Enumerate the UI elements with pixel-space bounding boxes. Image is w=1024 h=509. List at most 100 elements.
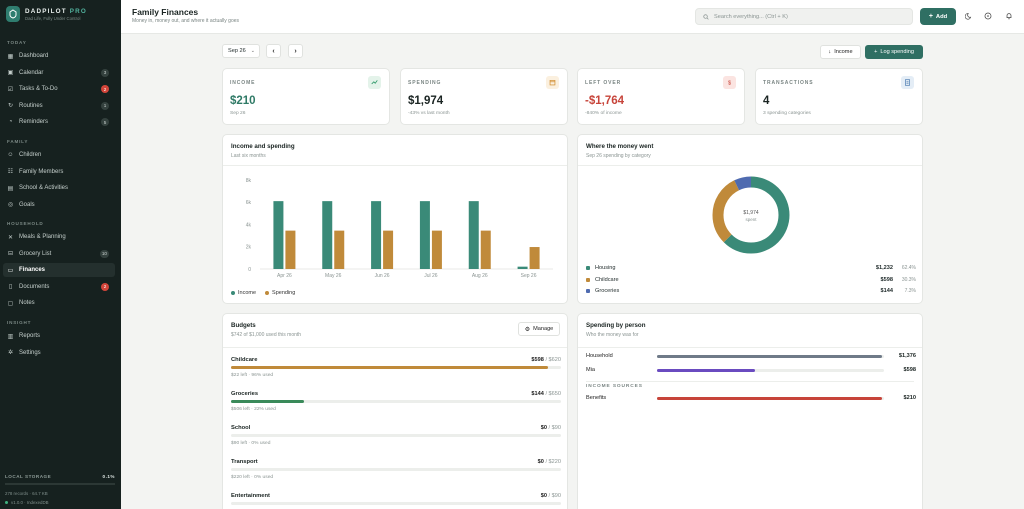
- budget-meta: $220 left · 0% used: [231, 475, 274, 480]
- budget-progress-fill: [231, 366, 548, 369]
- sidebar-item-children[interactable]: ☺ Children: [3, 148, 115, 162]
- x-tick-label: Sep 26: [521, 273, 537, 279]
- notes-icon: ▢: [7, 300, 14, 307]
- sidebar-item-tasks-to-do[interactable]: ☑ Tasks & To-Do 2: [3, 82, 115, 96]
- divider: [223, 165, 567, 166]
- sidebar-item-goals[interactable]: ◎ Goals: [3, 198, 115, 212]
- person-row-benefits[interactable]: Benefits $210: [586, 394, 916, 404]
- bar-spending-apr-26[interactable]: [285, 230, 296, 269]
- sidebar-item-reports[interactable]: ▥ Reports: [3, 329, 115, 343]
- add-button[interactable]: + Add: [920, 8, 956, 25]
- sidebar-item-notes[interactable]: ▢ Notes: [3, 296, 115, 310]
- budget-limit: / $90: [548, 493, 561, 499]
- y-tick-label: 2k: [246, 245, 252, 251]
- stat-subtext: 3 spending categories: [763, 111, 811, 116]
- budgets-card: Budgets $742 of $1,000 used this month ⚙…: [222, 313, 568, 509]
- help-icon[interactable]: [983, 11, 993, 21]
- brand[interactable]: DADPILOT PRO Dad Life, Fully Under Contr…: [6, 6, 87, 22]
- stat-subtext: -43% vs last month: [408, 111, 450, 116]
- sidebar-item-finances[interactable]: ▭ Finances: [3, 263, 115, 277]
- bar-spending-may-26[interactable]: [334, 230, 345, 269]
- manage-budgets-button[interactable]: ⚙ Manage: [518, 322, 560, 336]
- sidebar-item-school-activities[interactable]: ▤ School & Activities: [3, 181, 115, 195]
- storage-panel: LOCAL STORAGE 0.1% 278 records · 64.7 KB: [5, 474, 115, 496]
- stat-card-income: INCOME $210 Sep 26: [222, 68, 390, 125]
- next-month-button[interactable]: ›: [288, 44, 303, 58]
- bar-income-may-26[interactable]: [322, 201, 333, 269]
- search-box[interactable]: [695, 8, 913, 25]
- search-icon: [703, 13, 709, 20]
- sidebar-item-meals-planning[interactable]: ✕ Meals & Planning: [3, 230, 115, 244]
- legend-item-spending: Spending: [265, 290, 295, 296]
- person-row-mia[interactable]: Mia $598: [586, 366, 916, 376]
- budgets-title: Budgets: [231, 322, 256, 329]
- sidebar-item-settings[interactable]: ✲ Settings: [3, 346, 115, 360]
- stat-subtext: -840% of income: [585, 111, 622, 116]
- legend-swatch: [586, 266, 590, 270]
- donut-row-childcare: Childcare $598 30.3%: [586, 275, 916, 285]
- person-bar-track: [657, 397, 884, 400]
- person-row-household[interactable]: Household $1,376: [586, 352, 916, 362]
- legend-swatch: [265, 291, 270, 295]
- budget-name: Entertainment: [231, 493, 270, 499]
- budget-meta: $90 left · 0% used: [231, 441, 271, 446]
- bar-spending-jun-26[interactable]: [383, 230, 394, 269]
- nav-section-label: FAMILY: [7, 139, 29, 144]
- legend-label: Income: [238, 290, 257, 296]
- log-spending-button[interactable]: + Log spending: [865, 45, 923, 59]
- budget-row-school[interactable]: School $0 / $90 $90 left · 0% used: [231, 425, 561, 455]
- search-input[interactable]: [714, 13, 904, 20]
- add-button-label: Add: [935, 13, 948, 20]
- month-select[interactable]: Sep 26 ⌄: [222, 44, 260, 58]
- log-spending-label: Log spending: [880, 49, 914, 55]
- budget-row-transport[interactable]: Transport $0 / $220 $220 left · 0% used: [231, 459, 561, 489]
- budget-meta: $506 left · 22% used: [231, 407, 276, 412]
- person-amount: $598: [903, 367, 916, 373]
- y-tick-label: 6k: [246, 200, 252, 206]
- previous-month-button[interactable]: ‹: [266, 44, 281, 58]
- bar-income-aug-26[interactable]: [468, 201, 479, 269]
- sidebar-item-grocery-list[interactable]: ⊟ Grocery List 10: [3, 247, 115, 261]
- sidebar-item-dashboard[interactable]: ▦ Dashboard: [3, 49, 115, 63]
- bar-income-jun-26[interactable]: [371, 201, 382, 269]
- income-spending-bar-chart: 0 2k 4k 6k 8k Apr 26 May 26 Jun 26 Jul 26 Aug 26 S…: [246, 178, 553, 279]
- bar-income-sep-26[interactable]: [517, 266, 528, 269]
- bar-spending-jul-26[interactable]: [431, 230, 442, 269]
- bar-income-apr-26[interactable]: [273, 201, 284, 269]
- donut-subtitle: Sep 26 spending by category: [586, 153, 651, 159]
- bar-income-jul-26[interactable]: [419, 201, 430, 269]
- budget-name: Groceries: [231, 391, 259, 397]
- sidebar-item-label: Family Members: [19, 168, 64, 175]
- budget-row-entertainment[interactable]: Entertainment $0 / $90: [231, 493, 561, 509]
- notifications-bell-icon[interactable]: [1004, 11, 1014, 21]
- sidebar-item-label: Calendar: [19, 69, 44, 76]
- bar-spending-sep-26[interactable]: [529, 247, 540, 269]
- sidebar-item-documents[interactable]: ▯ Documents 2: [3, 280, 115, 294]
- donut-slice-childcare[interactable]: [712, 176, 790, 254]
- category-name: Childcare: [595, 276, 619, 283]
- stat-subtext: Sep 26: [230, 111, 246, 116]
- budget-row-groceries[interactable]: Groceries $144 / $650 $506 left · 22% used: [231, 391, 561, 421]
- y-tick-label: 0: [248, 267, 251, 273]
- budget-limit: / $650: [545, 391, 561, 397]
- budget-meta: $22 left · 96% used: [231, 373, 274, 378]
- donut-slice-groceries[interactable]: [712, 176, 790, 254]
- spending-by-person-card: Spending by person Who the money was for…: [577, 313, 923, 509]
- person-name: Benefits: [586, 395, 607, 401]
- sidebar-item-routines[interactable]: ↻ Routines 1: [3, 99, 115, 113]
- sidebar-item-family-members[interactable]: ☷ Family Members: [3, 165, 115, 179]
- sliders-icon: ⚙: [524, 326, 531, 333]
- sidebar-item-reminders[interactable]: ◔ Reminders 5: [3, 115, 115, 129]
- income-button[interactable]: ↓ Income: [820, 45, 861, 59]
- y-tick-label: 8k: [246, 178, 252, 184]
- arrow-down-icon: ↓: [828, 49, 832, 55]
- calendar-icon: ▣: [7, 70, 14, 76]
- sidebar-item-label: Reports: [19, 333, 41, 339]
- income-button-label: Income: [834, 49, 853, 55]
- budget-row-childcare[interactable]: Childcare $598 / $620 $22 left · 96% used: [231, 357, 561, 387]
- donut-center-value: $1,974: [743, 210, 759, 216]
- sidebar-item-calendar[interactable]: ▣ Calendar 3: [3, 66, 115, 80]
- bar-spending-aug-26[interactable]: [480, 230, 491, 269]
- stat-value: $210: [230, 95, 256, 107]
- theme-toggle-icon[interactable]: [964, 11, 974, 21]
